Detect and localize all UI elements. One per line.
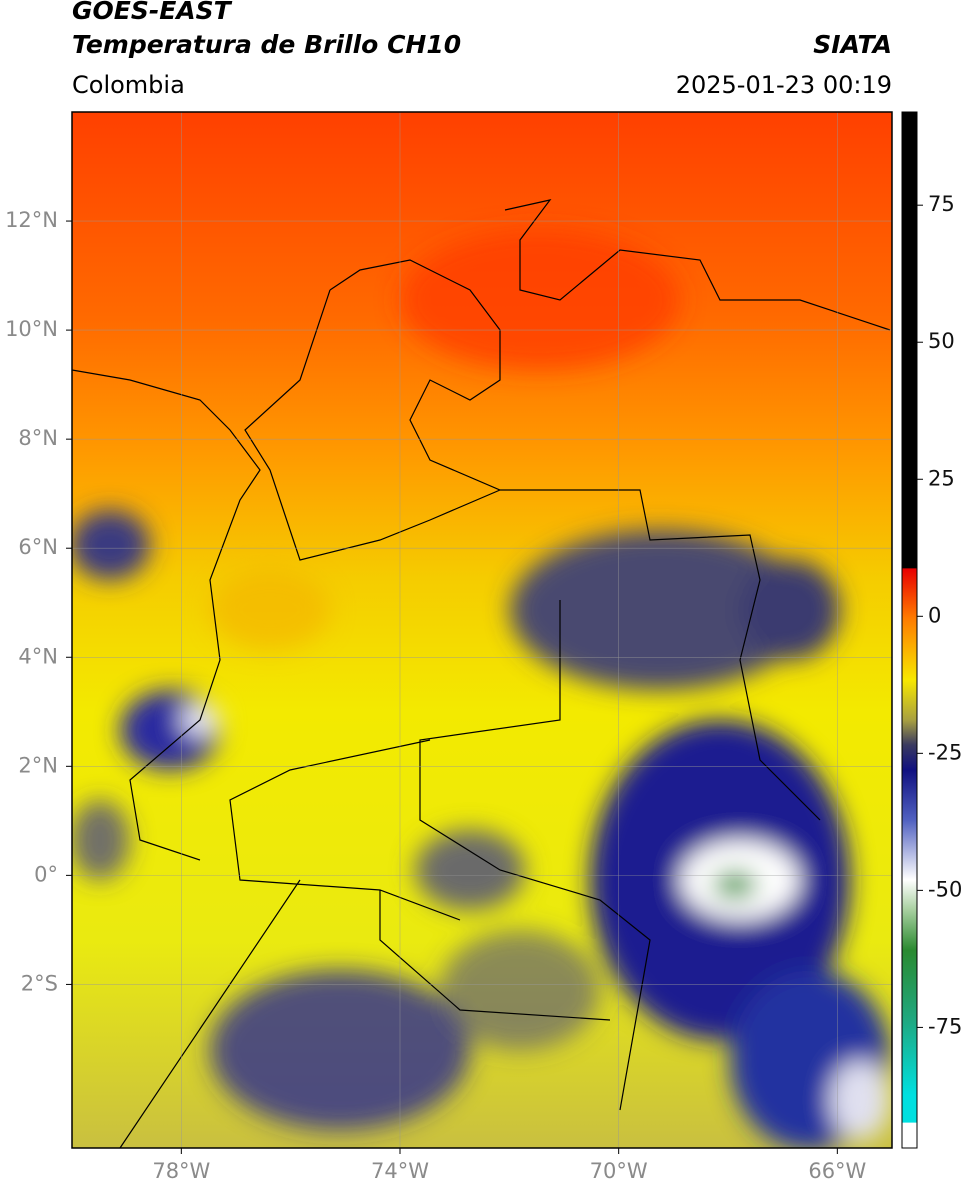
x-tick-label: 70°W xyxy=(590,1159,648,1183)
colorbar-tick-label: 0 xyxy=(928,603,941,627)
datetime: 2025-01-23 00:19 xyxy=(676,71,892,99)
satellite-image xyxy=(72,112,892,1148)
y-tick-label: 8°N xyxy=(18,426,58,450)
y-tick-label: 4°N xyxy=(18,644,58,668)
y-tick-label: 6°N xyxy=(18,535,58,559)
colorbar-tick-label: 75 xyxy=(928,192,955,216)
y-tick-label: 10°N xyxy=(5,317,58,341)
y-tick-label: 12°N xyxy=(5,208,58,232)
colorbar-tick-label: -25 xyxy=(928,740,962,764)
title: GOES-EAST xyxy=(72,0,233,25)
x-tick-label: 78°W xyxy=(152,1159,210,1183)
colorbar-tick-label: -75 xyxy=(928,1014,962,1038)
map-frame xyxy=(71,111,893,1149)
x-tick-label: 74°W xyxy=(371,1159,429,1183)
colorbar-tick-label: -50 xyxy=(928,877,962,901)
colorbar xyxy=(901,111,918,1149)
x-tick-label: 66°W xyxy=(808,1159,866,1183)
source: SIATA xyxy=(813,30,892,59)
y-tick-label: 2°N xyxy=(18,753,58,777)
region: Colombia xyxy=(72,71,185,99)
subtitle: Temperatura de Brillo CH10 xyxy=(72,30,461,59)
colorbar-tick-label: 50 xyxy=(928,329,955,353)
y-tick-label: 0° xyxy=(34,862,58,886)
y-tick-label: 2°S xyxy=(21,971,58,995)
colorbar-tick-label: 25 xyxy=(928,466,955,490)
